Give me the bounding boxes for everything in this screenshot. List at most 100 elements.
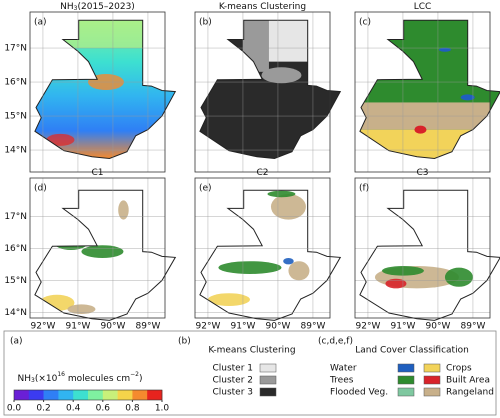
country-outline	[359, 189, 500, 321]
lake	[460, 94, 475, 101]
lon-label: 90°W	[266, 322, 291, 332]
land-patch	[218, 261, 282, 274]
colorbar-label-part: )	[139, 374, 143, 384]
panel-title-part: C1	[91, 168, 103, 178]
colorbar-bin	[88, 390, 104, 400]
legend-box	[3, 330, 497, 416]
legend-entry: Built Area	[446, 376, 490, 386]
legend-swatch	[259, 387, 277, 397]
colorbar-label-part: NH	[18, 374, 32, 384]
colorbar-bin	[58, 390, 74, 400]
panel-title: C1	[91, 168, 103, 178]
colorbar-bin	[14, 390, 30, 400]
panel-frame	[29, 11, 166, 173]
panel-label: (a)	[34, 18, 47, 28]
panel-label: (e)	[199, 184, 212, 194]
panel-frame	[354, 177, 491, 319]
lon-label: 92°W	[196, 322, 221, 332]
legend-swatch	[423, 375, 441, 385]
land-patch	[385, 278, 407, 289]
colorbar-tick-label: 0.2	[36, 404, 50, 414]
colorbar-tick-label: 0.4	[66, 404, 81, 414]
colorbar-label-part: −2	[130, 371, 139, 378]
country-fill	[359, 190, 500, 321]
lon-label: 92°W	[31, 322, 56, 332]
lon-label: 91°W	[231, 322, 256, 332]
lat-label: 17°N	[4, 44, 27, 54]
lon-label: 89°W	[301, 322, 326, 332]
legend-swatch	[397, 375, 415, 385]
legend-swatch	[423, 363, 441, 373]
legend-label: (c,d,e,f)	[318, 337, 353, 347]
lon-label: 91°W	[391, 322, 416, 332]
land-patch	[270, 194, 306, 220]
map-detail	[242, 20, 308, 84]
land-patch	[53, 234, 89, 250]
panel-label: (b)	[199, 18, 212, 28]
panel-title: C3	[416, 168, 428, 178]
legend-label: (b)	[178, 337, 191, 347]
land-patch	[81, 245, 124, 258]
hotspot	[46, 133, 75, 146]
land-patch	[283, 258, 294, 265]
colorbar-bin	[102, 390, 118, 400]
panel-label: (f)	[359, 184, 369, 194]
panel-label: (c)	[359, 18, 371, 28]
legend-title: Land Cover Classification	[355, 346, 469, 356]
land-patch	[118, 200, 129, 220]
lat-label: 14°N	[4, 308, 27, 318]
colorbar-tick-label: 0.6	[96, 404, 111, 414]
colorbar-bin	[28, 390, 44, 400]
land-patch	[67, 304, 96, 315]
panel-frame	[194, 177, 331, 319]
lon-label: 90°W	[426, 322, 451, 332]
lon-label: 92°W	[356, 322, 381, 332]
colorbar-label-part: (×10	[35, 374, 58, 384]
cluster1	[267, 20, 308, 62]
lake	[438, 47, 451, 52]
panel-frame	[354, 11, 491, 173]
panel-title: NH3(2015–2023)	[60, 2, 135, 12]
colorbar-bin	[43, 390, 59, 400]
colorbar-label-part: 16	[57, 371, 65, 378]
legend-swatch	[259, 363, 277, 373]
country-fill	[199, 190, 341, 321]
panel-title-part: LCC	[414, 2, 432, 12]
cluster2	[242, 20, 269, 72]
panel-frame	[194, 11, 331, 173]
panel-title-part: C2	[256, 168, 268, 178]
lon-label: 90°W	[101, 322, 126, 332]
colorbar-frame	[13, 389, 163, 401]
colorbar-bin	[73, 390, 89, 400]
land-patch	[207, 293, 250, 306]
panel-title-part: 3	[74, 5, 78, 12]
colorbar-label: NH3(×1016 molecules cm−2)	[18, 371, 143, 384]
panel-label: (d)	[34, 184, 47, 194]
panel-title-part: K-means Clustering	[219, 2, 306, 12]
legend-entry: Trees	[329, 376, 354, 386]
lat-label: 14°N	[4, 146, 27, 156]
legend-entry: Cluster 3	[212, 388, 253, 398]
lat-label: 15°N	[4, 276, 27, 286]
colorbar-label-part: 3	[31, 377, 35, 384]
cluster2	[261, 67, 302, 84]
lon-label: 89°W	[136, 322, 161, 332]
legend-swatch	[259, 375, 277, 385]
colorbar-tick-label: 1.0	[155, 404, 170, 414]
colorbar-label-part: molecules cm	[65, 374, 130, 384]
land-patch	[288, 261, 310, 281]
built	[414, 125, 427, 134]
panel-title: K-means Clustering	[219, 2, 306, 12]
country-outline	[34, 19, 177, 160]
legend-entry: Cluster 1	[212, 364, 253, 374]
lon-label: 91°W	[66, 322, 91, 332]
colorbar-bin	[132, 390, 148, 400]
lat-label: 16°N	[4, 244, 27, 254]
legend-swatch	[397, 363, 415, 373]
colorbar-tick-label: 0.8	[125, 404, 140, 414]
legend-swatch	[423, 387, 441, 397]
lat-label: 15°N	[4, 112, 27, 122]
legend-entry: Water	[330, 364, 357, 374]
colorbar-tick-label: 0.0	[7, 404, 22, 414]
